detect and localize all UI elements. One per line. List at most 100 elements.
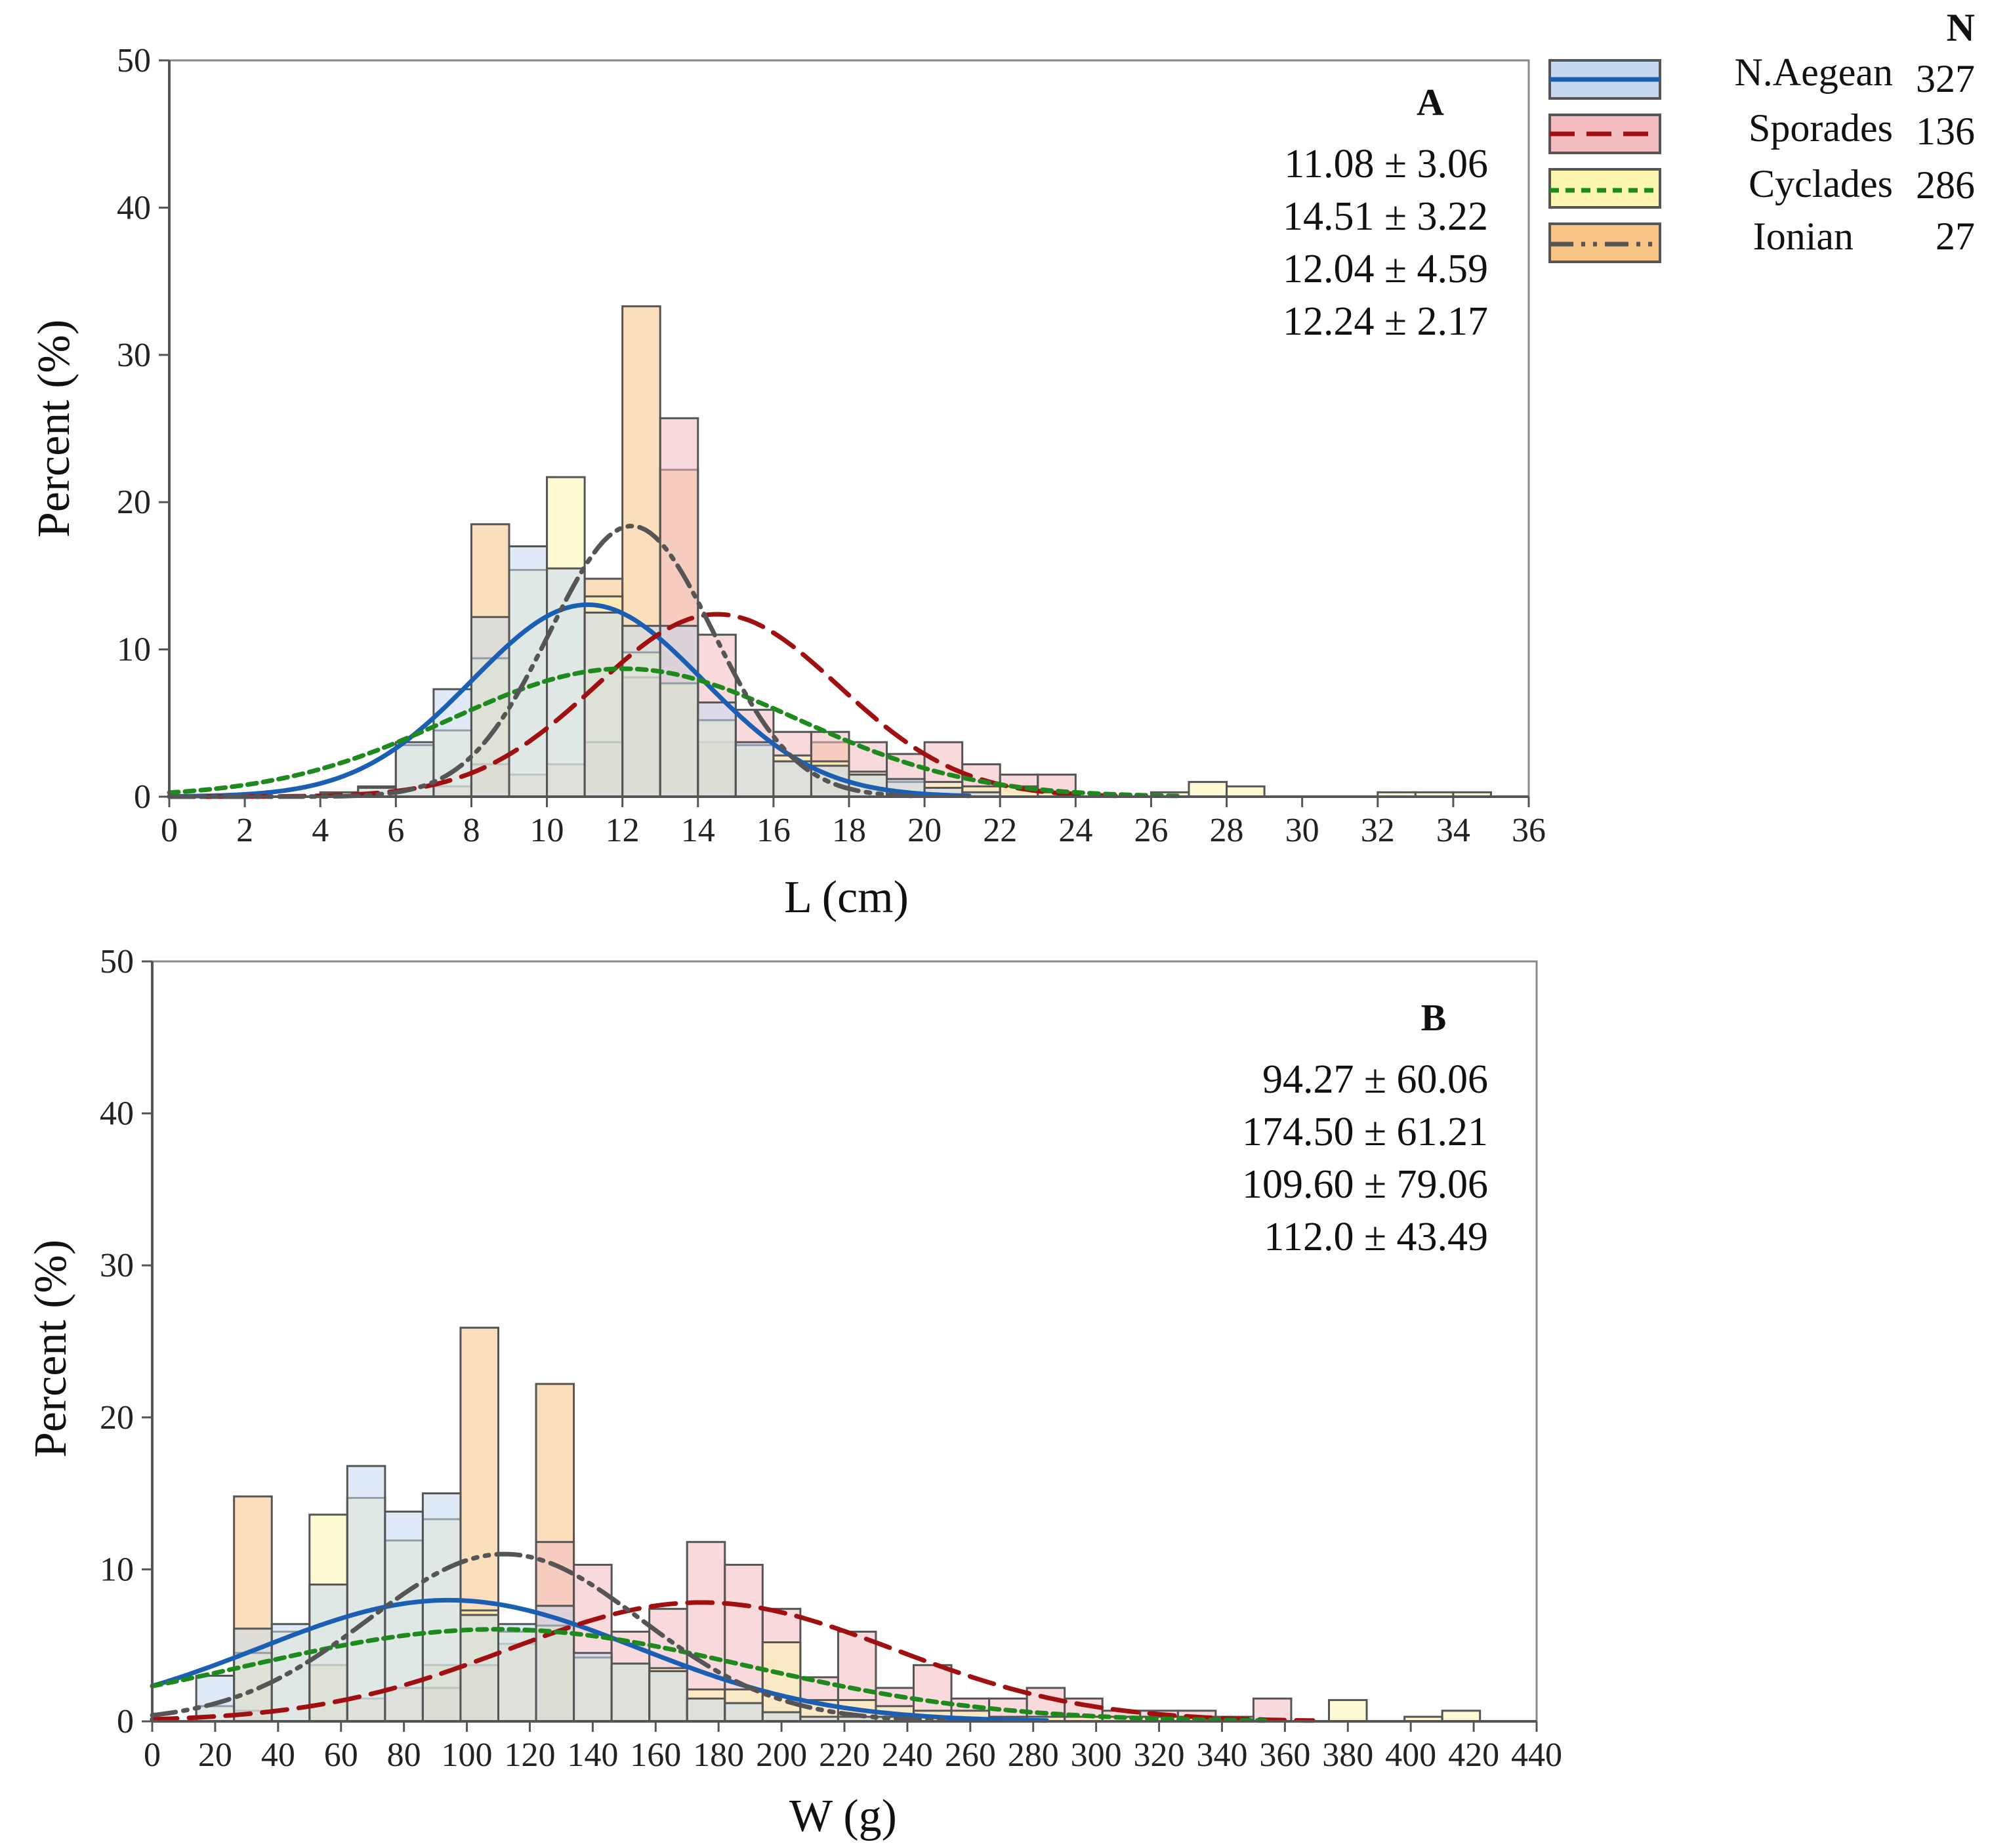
y-tick-label: 40: [100, 1095, 134, 1133]
panel-a-stat-naegean: 11.08 ± 3.06: [1284, 142, 1488, 186]
bar-cyclades: [1188, 781, 1228, 798]
fit-curve-cyclades: [150, 1627, 1268, 1723]
bar-naegean: [724, 1702, 764, 1723]
fit-curve-ionian: [150, 1551, 953, 1723]
x-tick-label: 180: [693, 1736, 744, 1774]
x-tick-label: 220: [819, 1736, 870, 1774]
panel-b-stat-ionian: 112.0 ± 43.49: [1264, 1215, 1488, 1259]
panel-b-bars: [195, 1326, 1482, 1723]
y-tick-label: 50: [117, 42, 151, 79]
bar-naegean: [648, 1670, 688, 1723]
bar-naegean: [508, 545, 549, 798]
legend-count: 27: [1936, 215, 1975, 258]
y-tick-label: 40: [117, 189, 151, 226]
legend-label: Cyclades: [1749, 162, 1893, 205]
fit-curve-naegean: [150, 1597, 1049, 1723]
bar-cyclades: [1328, 1699, 1368, 1723]
x-tick-label: 280: [1008, 1736, 1059, 1774]
bar-naegean: [384, 1510, 424, 1723]
panel-a-stat-cyclades: 12.04 ± 4.59: [1283, 247, 1488, 291]
legend-item-ionian: Ionian 27: [1548, 215, 1975, 263]
bar-naegean: [573, 1652, 613, 1723]
legend-item-sporades: Sporades 136: [1548, 106, 1975, 154]
y-tick-label: 50: [100, 943, 134, 980]
bar-naegean: [421, 1492, 462, 1723]
bar-naegean: [346, 1465, 386, 1723]
x-tick-label: 4: [312, 812, 329, 849]
x-tick-label: 12: [606, 812, 640, 849]
legend-label: Ionian: [1753, 215, 1854, 258]
x-tick-label: 440: [1511, 1736, 1562, 1774]
panel-a-stat-ionian: 12.24 ± 2.17: [1283, 299, 1488, 344]
bar-naegean: [734, 741, 775, 798]
legend-label: N.Aegean: [1734, 51, 1893, 94]
y-tick-label: 30: [117, 337, 151, 374]
x-tick-label: 420: [1448, 1736, 1499, 1774]
panel-b-stat-naegean: 94.27 ± 60.06: [1262, 1057, 1488, 1102]
panel-a-stats: 11.08 ± 3.06 14.51 ± 3.22 12.04 ± 4.59 1…: [1283, 142, 1488, 344]
x-tick-label: 400: [1385, 1736, 1436, 1774]
x-tick-label: 120: [504, 1736, 555, 1774]
bar-naegean: [761, 1711, 802, 1723]
x-tick-label: 60: [324, 1736, 358, 1774]
x-tick-label: 40: [261, 1736, 295, 1774]
bar-cyclades: [761, 1641, 802, 1723]
bar-naegean: [610, 1662, 651, 1723]
x-tick-label: 140: [567, 1736, 618, 1774]
x-tick-label: 0: [144, 1736, 161, 1774]
x-tick-label: 80: [387, 1736, 421, 1774]
fit-curve-sporades: [150, 1600, 1316, 1723]
y-tick-label: 20: [117, 484, 151, 521]
bar-naegean: [659, 625, 699, 798]
x-tick-label: 22: [983, 812, 1017, 849]
x-tick-label: 10: [530, 812, 564, 849]
bar-naegean: [497, 1623, 537, 1723]
x-tick-label: 36: [1512, 812, 1546, 849]
x-tick-label: 380: [1322, 1736, 1373, 1774]
panel-b: 0 10 20 30 40 50 0 20 40 60 80 100 120 140 160 180 200 22…: [26, 943, 1562, 1841]
x-tick-label: 200: [756, 1736, 807, 1774]
x-tick-label: 360: [1259, 1736, 1310, 1774]
x-tick-label: 18: [832, 812, 866, 849]
legend-count: 136: [1916, 110, 1975, 153]
bar-naegean: [621, 625, 661, 798]
bar-naegean: [697, 701, 737, 798]
x-tick-label: 26: [1134, 812, 1168, 849]
legend-count: 327: [1916, 57, 1975, 100]
bar-cyclades: [1441, 1710, 1482, 1723]
legend-label: Sporades: [1749, 106, 1893, 150]
y-tick-label: 20: [100, 1399, 134, 1437]
x-tick-label: 16: [757, 812, 791, 849]
bar-naegean: [583, 612, 624, 798]
panel-b-x-label: W (g): [789, 1791, 897, 1841]
y-tick-label: 30: [100, 1247, 134, 1284]
x-tick-label: 34: [1436, 812, 1470, 849]
y-tick-label: 10: [100, 1551, 134, 1588]
fit-curve-cyclades: [167, 666, 1181, 799]
fit-curve-naegean: [167, 602, 972, 799]
bar-naegean: [432, 688, 472, 798]
x-tick-label: 24: [1058, 812, 1092, 849]
y-tick-label: 0: [117, 1703, 134, 1740]
panel-a-letter: A: [1417, 81, 1444, 123]
panel-b-y-label: Percent (%): [26, 1240, 76, 1458]
y-tick-label: 10: [117, 631, 151, 669]
x-tick-label: 0: [161, 812, 178, 849]
legend-count: 286: [1916, 163, 1975, 207]
x-tick-label: 20: [198, 1736, 232, 1774]
panel-a-y-label: Percent (%): [29, 320, 79, 537]
panel-b-letter: B: [1421, 996, 1447, 1039]
panel-a-stat-sporades: 14.51 ± 3.22: [1283, 194, 1488, 239]
bar-naegean: [233, 1628, 273, 1723]
x-tick-label: 320: [1134, 1736, 1185, 1774]
legend-header: N: [1947, 6, 1975, 49]
panel-b-stats: 94.27 ± 60.06 174.50 ± 61.21 109.60 ± 79…: [1242, 1057, 1488, 1259]
panel-b-stat-cyclades: 109.60 ± 79.06: [1242, 1162, 1488, 1207]
bar-naegean: [546, 567, 586, 798]
panel-a-plot-area: [168, 59, 1530, 798]
x-tick-label: 30: [1285, 812, 1319, 849]
panel-b-axes: 0 10 20 30 40 50 0 20 40 60 80 100 120 140 160 180 200 22…: [100, 943, 1562, 1774]
